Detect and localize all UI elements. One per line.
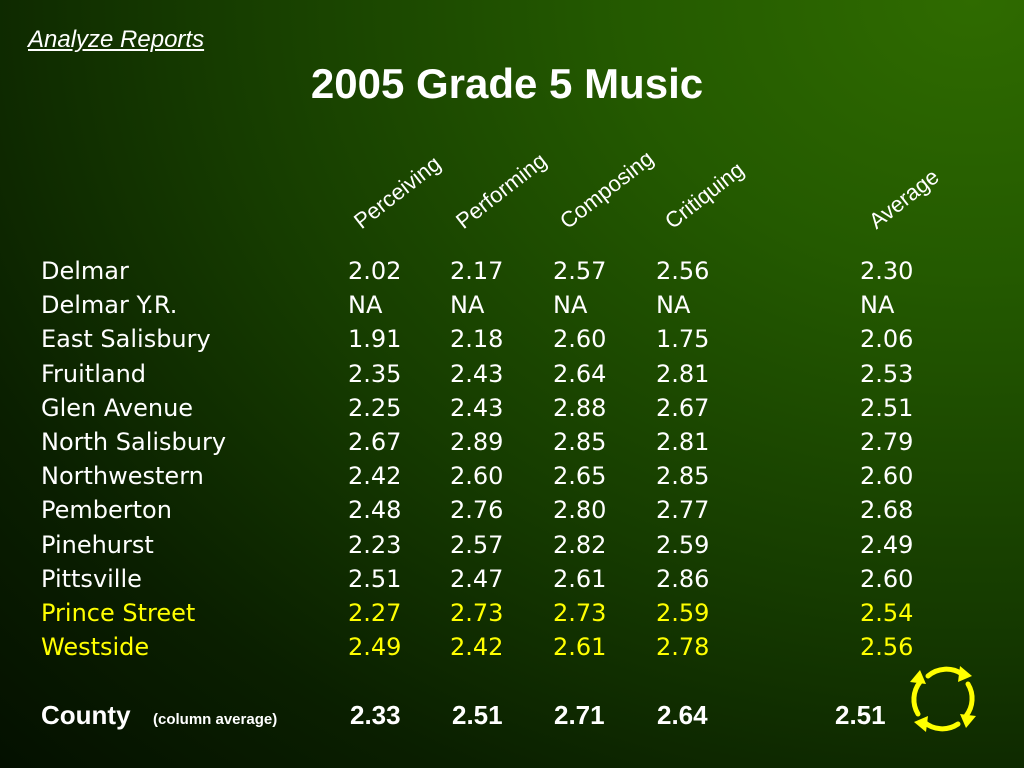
page-title: 2005 Grade 5 Music bbox=[310, 60, 704, 107]
county-value-composing: 2.71 bbox=[554, 700, 605, 730]
score-composing: 2.60 bbox=[553, 325, 607, 354]
county-value-average: 2.51 bbox=[835, 700, 886, 730]
table-row: Pittsville 2.51 2.47 2.61 2.86 2.60 bbox=[41, 565, 941, 599]
score-perceiving: 2.02 bbox=[348, 257, 402, 285]
score-performing: 2.43 bbox=[450, 359, 504, 388]
score-average: 2.06 bbox=[860, 325, 914, 354]
school-name: Delmar Y.R. bbox=[41, 291, 178, 320]
column-header-perceiving: Perceiving bbox=[349, 150, 446, 234]
score-composing: 2.61 bbox=[553, 633, 607, 662]
school-name: Northwestern bbox=[41, 462, 204, 491]
column-header-performing: Performing bbox=[451, 147, 552, 234]
score-composing: NA bbox=[553, 291, 588, 320]
score-average: 2.30 bbox=[860, 257, 914, 285]
school-name: Prince Street bbox=[41, 599, 196, 627]
score-composing: 2.85 bbox=[553, 428, 607, 456]
score-perceiving: NA bbox=[348, 291, 383, 320]
score-critiquing: 2.67 bbox=[656, 393, 710, 422]
score-critiquing: 2.85 bbox=[656, 462, 710, 491]
table-row: Delmar Y.R. NA NA NA NA NA bbox=[41, 291, 941, 325]
score-critiquing: 1.75 bbox=[656, 325, 710, 354]
score-perceiving: 2.42 bbox=[348, 462, 402, 491]
score-perceiving: 2.49 bbox=[348, 633, 402, 662]
county-note: (column average) bbox=[153, 711, 278, 728]
county-value-perceiving: 2.33 bbox=[350, 700, 401, 730]
school-name: North Salisbury bbox=[41, 428, 227, 456]
score-composing: 2.65 bbox=[553, 462, 607, 491]
score-performing: 2.18 bbox=[450, 325, 504, 354]
score-critiquing: 2.78 bbox=[656, 633, 710, 662]
score-critiquing: 2.86 bbox=[656, 564, 710, 593]
school-name: Delmar bbox=[41, 257, 129, 285]
school-name: Fruitland bbox=[41, 359, 147, 388]
score-critiquing: 2.59 bbox=[656, 530, 710, 559]
score-perceiving: 2.48 bbox=[348, 496, 402, 525]
score-critiquing: 2.81 bbox=[656, 428, 710, 456]
school-name: Glen Avenue bbox=[41, 393, 194, 422]
score-average: 2.60 bbox=[860, 564, 914, 593]
school-name: Pittsville bbox=[41, 564, 142, 593]
score-average: NA bbox=[860, 291, 895, 320]
score-critiquing: NA bbox=[656, 291, 691, 320]
score-perceiving: 1.91 bbox=[348, 325, 402, 354]
school-name: East Salisbury bbox=[41, 325, 211, 354]
score-composing: 2.82 bbox=[553, 530, 607, 559]
column-header-composing: Composing bbox=[555, 145, 659, 234]
score-performing: 2.76 bbox=[450, 496, 504, 525]
table-row: Delmar 2.02 2.17 2.57 2.56 2.30 bbox=[41, 257, 941, 291]
score-average: 2.49 bbox=[860, 530, 914, 559]
table-row: North Salisbury 2.67 2.89 2.85 2.81 2.79 bbox=[41, 428, 941, 462]
score-composing: 2.88 bbox=[553, 393, 607, 422]
score-composing: 2.61 bbox=[553, 564, 607, 593]
table-row: Northwestern 2.42 2.60 2.65 2.85 2.60 bbox=[41, 462, 941, 496]
score-performing: 2.60 bbox=[450, 462, 504, 491]
score-perceiving: 2.27 bbox=[348, 599, 402, 627]
score-perceiving: 2.35 bbox=[348, 359, 402, 388]
score-critiquing: 2.59 bbox=[656, 599, 710, 627]
score-composing: 2.80 bbox=[553, 496, 607, 525]
school-name: Pemberton bbox=[41, 496, 172, 525]
score-average: 2.54 bbox=[860, 599, 914, 627]
score-perceiving: 2.23 bbox=[348, 530, 402, 559]
score-average: 2.56 bbox=[860, 633, 914, 662]
score-critiquing: 2.56 bbox=[656, 257, 710, 285]
column-header-average: Average bbox=[864, 163, 944, 234]
score-composing: 2.73 bbox=[553, 599, 607, 627]
table-row: East Salisbury 1.91 2.18 2.60 1.75 2.06 bbox=[41, 325, 941, 359]
county-value-performing: 2.51 bbox=[452, 700, 503, 730]
analyze-reports-link[interactable]: Analyze Reports bbox=[28, 26, 205, 53]
score-average: 2.79 bbox=[860, 428, 914, 456]
score-critiquing: 2.81 bbox=[656, 359, 710, 388]
score-average: 2.68 bbox=[860, 496, 914, 525]
score-critiquing: 2.77 bbox=[656, 496, 710, 525]
score-average: 2.60 bbox=[860, 462, 914, 491]
score-performing: 2.43 bbox=[450, 393, 504, 422]
score-performing: 2.57 bbox=[450, 530, 504, 559]
score-performing: 2.47 bbox=[450, 564, 504, 593]
refresh-cycle-icon[interactable] bbox=[904, 660, 982, 738]
score-perceiving: 2.67 bbox=[348, 428, 402, 456]
table-row: Pemberton 2.48 2.76 2.80 2.77 2.68 bbox=[41, 496, 941, 530]
score-composing: 2.64 bbox=[553, 359, 607, 388]
score-perceiving: 2.25 bbox=[348, 393, 402, 422]
score-average: 2.51 bbox=[860, 393, 914, 422]
score-performing: NA bbox=[450, 291, 485, 320]
score-performing: 2.73 bbox=[450, 599, 504, 627]
school-name: Westside bbox=[41, 633, 150, 662]
score-performing: 2.17 bbox=[450, 257, 504, 285]
county-value-critiquing: 2.64 bbox=[657, 700, 708, 730]
table-row: Prince Street 2.27 2.73 2.73 2.59 2.54 bbox=[41, 599, 941, 633]
column-header-critiquing: Critiquing bbox=[660, 156, 749, 234]
score-performing: 2.89 bbox=[450, 428, 504, 456]
table-row: Glen Avenue 2.25 2.43 2.88 2.67 2.51 bbox=[41, 394, 941, 428]
table-row: Pinehurst 2.23 2.57 2.82 2.59 2.49 bbox=[41, 531, 941, 565]
score-perceiving: 2.51 bbox=[348, 564, 402, 593]
score-performing: 2.42 bbox=[450, 633, 504, 662]
county-label: County bbox=[41, 700, 131, 730]
score-average: 2.53 bbox=[860, 359, 914, 388]
table-row: Westside 2.49 2.42 2.61 2.78 2.56 bbox=[41, 633, 941, 667]
score-composing: 2.57 bbox=[553, 257, 607, 285]
table-row: Fruitland 2.35 2.43 2.64 2.81 2.53 bbox=[41, 360, 941, 394]
school-name: Pinehurst bbox=[41, 530, 154, 559]
